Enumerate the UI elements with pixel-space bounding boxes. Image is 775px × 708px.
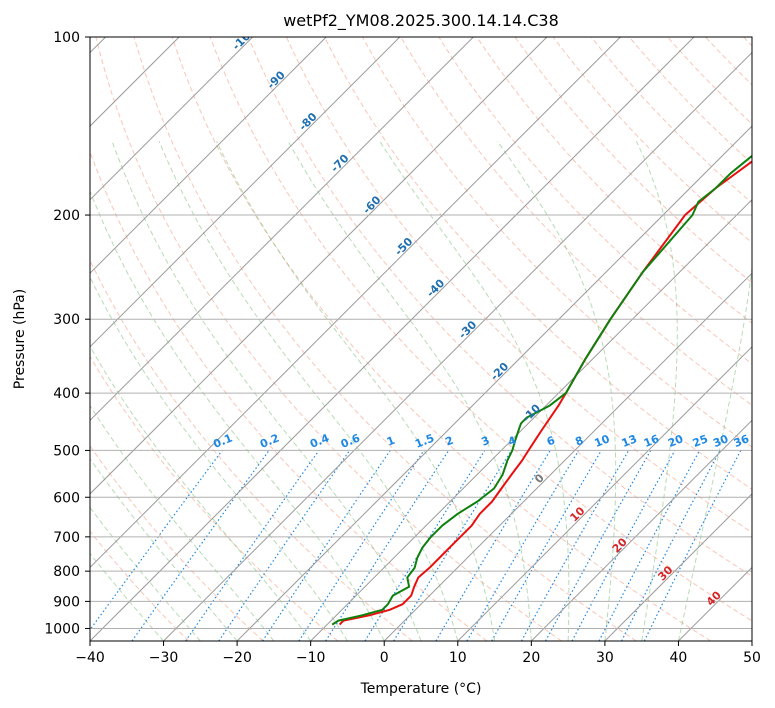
y-tick-label: 500 [53,443,80,459]
x-tick-label: −10 [296,650,326,666]
isotherm [310,198,752,641]
x-axis-label: Temperature (°C) [360,681,482,697]
x-tick-label: 30 [596,650,614,666]
temperature-profile [338,160,752,626]
isotherm [90,37,621,569]
isotherm [236,125,752,641]
mixing-ratio-line [491,450,602,641]
y-tick-label: 400 [53,386,80,402]
x-tick-label: 0 [380,650,389,666]
mixing-ratio-line [218,450,351,641]
mixing-ratio-line [90,450,223,631]
dry-adiabat [590,37,752,204]
mixing-ratio-line [131,450,270,641]
mixing-ratio-label: 36 [732,432,751,450]
y-tick-label: 700 [53,530,80,546]
dry-adiabat [171,37,712,641]
isotherm [383,272,752,641]
dry-adiabat [476,37,752,324]
mixing-ratio-line [325,450,450,641]
mixing-ratio-label: 16 [642,432,661,450]
y-tick-label: 1000 [44,621,80,637]
isotherm [90,37,695,641]
isotherm [90,37,254,201]
mixing-ratio-labels: 0.1 0.2 0.4 0.6 1 1.5 2 3 4 6 8 10 13 16 20 25 30 36 [211,431,751,450]
x-tick-label: −40 [75,650,105,666]
x-tick-label: 50 [743,650,761,666]
mixing-ratio-line [571,450,676,641]
dry-adiabat [438,37,752,365]
y-axis-ticks: 100 200 300 400 500 600 700 800 900 1000 [44,30,90,637]
plot-frame [89,36,753,642]
dry-adiabat [90,259,413,641]
isotherm [90,37,548,495]
mixing-ratio-lines [90,450,742,641]
dry-adiabats [90,37,752,641]
x-axis-ticks: −40 −30 −20 −10 0 10 20 30 40 50 [75,641,761,666]
isotherms [90,37,752,641]
isotherm [457,346,752,641]
mixing-ratio-line [435,450,551,641]
mixing-ratio-line [466,450,580,641]
mixing-ratio-label: 20 [666,432,685,450]
y-tick-label: 100 [53,30,80,46]
dry-adiabat [209,37,752,622]
dry-adiabat [285,37,752,534]
y-tick-label: 300 [53,312,80,328]
mixing-ratio-label: 3 [480,434,492,449]
isobars [90,37,752,629]
isotherm [604,493,752,641]
dry-adiabat [95,37,562,641]
dry-adiabat [400,37,752,406]
dry-adiabat [90,355,339,641]
isotherm [90,37,327,274]
mixing-ratio-label: 25 [691,432,710,450]
isotherm [530,419,752,641]
isotherm [90,37,474,422]
dry-adiabat [514,37,752,284]
mixing-ratio-label: 13 [620,432,639,450]
sounding-profiles [331,154,752,626]
mixing-ratio-label: 2 [443,434,455,449]
mixing-ratio-line [520,450,630,641]
y-axis-label: Pressure (hPa) [12,289,28,389]
mixing-ratio-line [393,450,512,641]
isotherm [90,37,401,348]
mixing-ratio-label: 10 [593,432,612,450]
mixing-ratio-label: 30 [711,432,730,450]
dry-adiabat [133,37,637,641]
mixing-ratio-label: 8 [573,434,585,449]
x-tick-label: 20 [522,650,540,666]
x-tick-label: 10 [449,650,467,666]
y-tick-label: 200 [53,208,80,224]
dewpoint-profile [331,154,752,626]
plot-area: -100-90-80-70-60-50-40-30-20-10010203040… [90,37,752,641]
dry-adiabat [90,150,488,641]
y-tick-label: 600 [53,490,80,506]
chart-title: wetPf2_YM08.2025.300.14.14.C38 [283,11,559,31]
dry-adiabat [90,530,190,641]
y-tick-label: 800 [53,564,80,580]
isotherm [163,51,752,641]
y-tick-label: 900 [53,594,80,610]
dry-adiabat [324,37,752,490]
mixing-ratio-label: 1 [385,434,397,449]
x-tick-label: −20 [222,650,252,666]
x-tick-label: 40 [670,650,688,666]
x-tick-label: −30 [149,650,179,666]
dry-adiabat [247,37,752,577]
